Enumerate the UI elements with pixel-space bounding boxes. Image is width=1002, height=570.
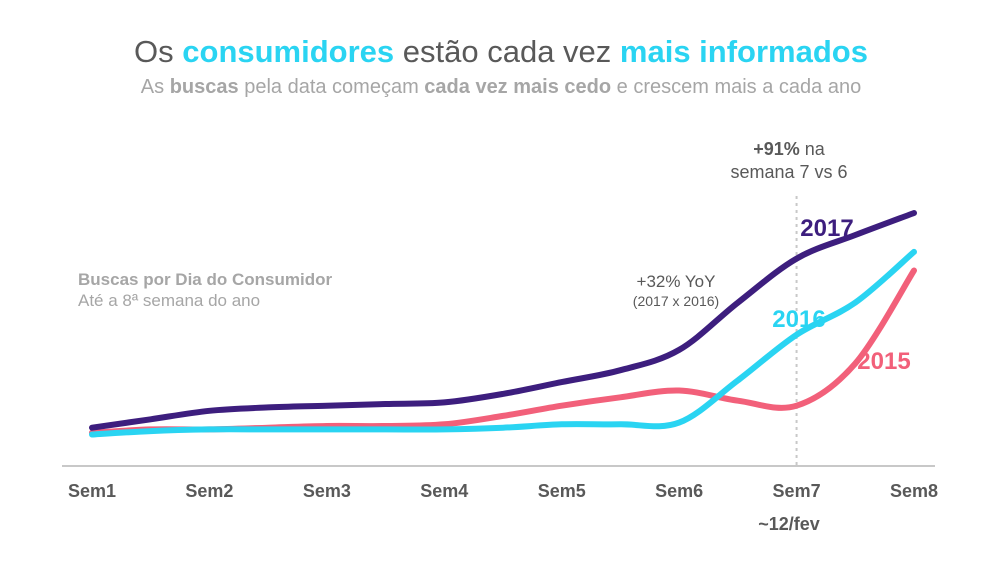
yoy-annotation: +32% YoY xyxy=(637,272,716,291)
x-tick-label: Sem7 xyxy=(773,481,821,501)
title-part-1: Os xyxy=(134,34,182,69)
x-tick-label: Sem8 xyxy=(890,481,938,501)
week-change-percent: +91% xyxy=(753,139,800,159)
series-label-2015: 2015 xyxy=(857,348,910,375)
subtitle-part-3: e crescem mais a cada ano xyxy=(611,76,861,98)
panel-label-title: Buscas por Dia do Consumidor xyxy=(78,270,332,289)
series-line-2016 xyxy=(89,248,917,438)
week-change-suffix: na xyxy=(800,139,826,159)
marker-date-label: ~12/fev xyxy=(758,514,820,534)
x-tick-label: Sem3 xyxy=(303,481,351,501)
yoy-annotation-detail: (2017 x 2016) xyxy=(633,293,719,309)
x-tick-label: Sem1 xyxy=(68,481,116,501)
subtitle-part-1: As xyxy=(141,76,170,98)
chart-subtitle: As buscas pela data começam cada vez mai… xyxy=(141,76,861,98)
x-tick-label: Sem6 xyxy=(655,481,703,501)
series-label-2017: 2017 xyxy=(800,215,853,242)
subtitle-bold-cada-vez-mais-cedo: cada vez mais cedo xyxy=(424,76,611,98)
x-tick-label: Sem2 xyxy=(185,481,233,501)
panel-label-subtitle: Até a 8ª semana do ano xyxy=(78,291,260,310)
subtitle-bold-buscas: buscas xyxy=(170,76,239,98)
x-tick-label: Sem5 xyxy=(538,481,586,501)
x-tick-label: Sem4 xyxy=(420,481,468,501)
title-part-2: estão cada vez xyxy=(394,34,620,69)
series-line-2017 xyxy=(89,210,917,431)
title-highlight-mais-informados: mais informados xyxy=(620,34,868,69)
chart-title: Os consumidores estão cada vez mais info… xyxy=(134,34,868,69)
title-highlight-consumidores: consumidores xyxy=(182,34,394,69)
subtitle-part-2: pela data começam xyxy=(239,76,425,98)
week-change-annotation: +91% na xyxy=(753,139,826,159)
week-change-line-2: semana 7 vs 6 xyxy=(730,162,847,182)
series-label-2016: 2016 xyxy=(772,306,825,333)
x-axis-ticks: Sem1 Sem2 Sem3 Sem4 Sem5 Sem6 Sem7 Sem8 xyxy=(68,481,938,501)
series-layer xyxy=(89,210,917,438)
